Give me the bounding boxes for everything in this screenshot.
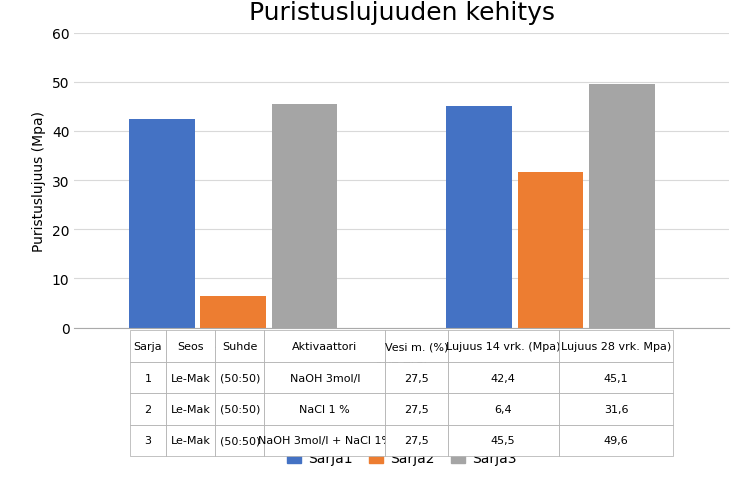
Bar — [589, 84, 655, 328]
Bar — [200, 297, 266, 328]
Title: Puristuslujuuden kehitys: Puristuslujuuden kehitys — [248, 1, 555, 25]
Bar — [129, 120, 194, 328]
Bar — [446, 107, 512, 328]
Bar — [518, 173, 583, 328]
Bar — [272, 105, 337, 328]
X-axis label: Koe erät: Koe erät — [376, 356, 428, 369]
Y-axis label: Puristuslujuus (Mpa): Puristuslujuus (Mpa) — [32, 110, 46, 251]
Legend: Sarja1, Sarja2, Sarja3: Sarja1, Sarja2, Sarja3 — [283, 446, 521, 469]
